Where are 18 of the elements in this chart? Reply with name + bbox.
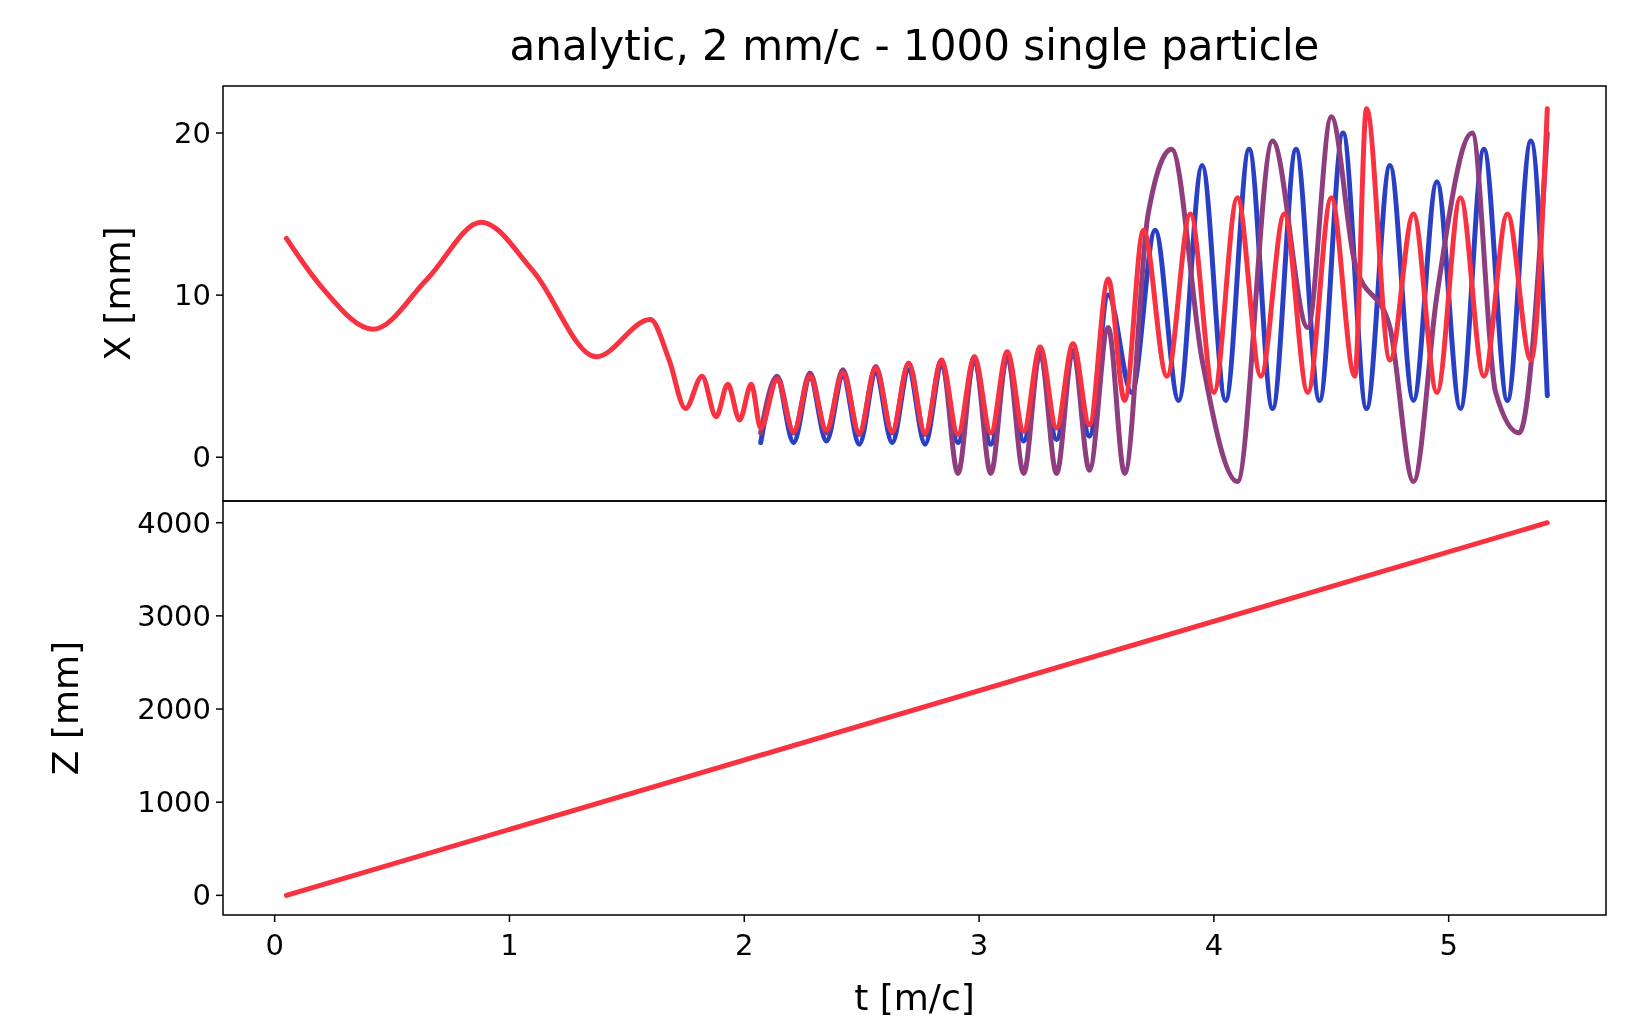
x-tick-label: 5 bbox=[1439, 928, 1458, 962]
x-tick-label: 3 bbox=[969, 928, 989, 962]
chart-title: analytic, 2 mm/c - 1000 single particle bbox=[509, 21, 1320, 70]
x-axis-title: t [m/c] bbox=[854, 977, 975, 1018]
x-tick-label: 0 bbox=[265, 928, 284, 962]
y-tick-label: 1000 bbox=[137, 785, 211, 820]
y-axis-title: X [mm] bbox=[97, 226, 138, 361]
y-tick-label: 0 bbox=[192, 440, 211, 475]
x-tick-label: 2 bbox=[735, 928, 754, 962]
y-tick-label: 2000 bbox=[137, 692, 211, 727]
y-axis-title: Z [mm] bbox=[45, 640, 86, 776]
x-tick-label: 4 bbox=[1204, 928, 1224, 962]
x-tick-label: 1 bbox=[500, 928, 519, 962]
y-tick-label: 4000 bbox=[137, 505, 211, 540]
y-tick-label: 20 bbox=[174, 116, 211, 151]
y-tick-label: 10 bbox=[174, 278, 211, 313]
y-tick-label: 0 bbox=[192, 878, 211, 913]
y-tick-label: 3000 bbox=[137, 599, 211, 634]
